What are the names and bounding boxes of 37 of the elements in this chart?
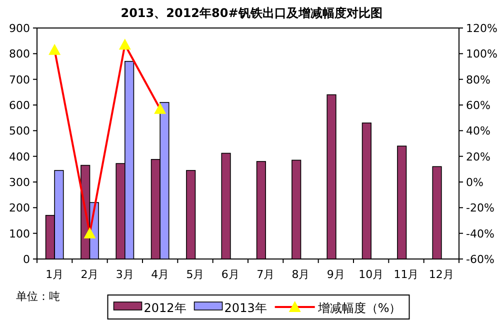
y2-tick-label: 100% <box>466 48 498 61</box>
text: 单位：吨 <box>16 290 60 303</box>
y2-tick-label: -20% <box>466 202 494 215</box>
x-tick-label: 8月 <box>292 268 310 281</box>
x-tick-label: 9月 <box>326 268 345 281</box>
y2-tick-label: 80% <box>466 73 490 86</box>
y-tick-label: 400 <box>9 150 30 164</box>
y2-tick-label: -40% <box>466 227 494 240</box>
legend-label: 2013年 <box>224 301 267 315</box>
x-tick-label: 7月 <box>256 268 275 281</box>
x-tick-label: 4月 <box>151 268 170 281</box>
legend-label: 2012年 <box>144 301 186 315</box>
y-tick-label: 900 <box>9 22 30 35</box>
y2-tick-label: -60% <box>466 253 494 266</box>
x-tick-label: 1月 <box>46 268 64 281</box>
x-tick-label: 2月 <box>80 268 99 281</box>
y-tick-label: 500 <box>9 124 30 138</box>
y-tick-label: 700 <box>9 73 30 86</box>
y-tick-label: 0 <box>23 253 30 266</box>
x-tick-label: 12月 <box>428 268 454 281</box>
legend-label: 增减幅度（%） <box>316 301 402 315</box>
y2-tick-label: 20% <box>466 150 490 164</box>
x-tick-label: 10月 <box>358 268 384 281</box>
y2-tick-label: 120% <box>466 22 498 35</box>
y2-tick-label: 40% <box>466 124 490 138</box>
chart-title: 2013、2012年80#钒铁出口及增减幅度对比图 <box>120 6 382 20</box>
y2-tick-label: 0% <box>466 176 484 189</box>
x-tick-label: 6月 <box>221 268 240 281</box>
x-tick-label: 5月 <box>186 268 204 281</box>
y-tick-label: 800 <box>9 48 30 61</box>
y-tick-label: 100 <box>9 227 30 240</box>
y-tick-label: 600 <box>9 99 30 112</box>
x-tick-label: 11月 <box>394 268 419 281</box>
y-tick-label: 300 <box>9 176 30 189</box>
y2-tick-label: 60% <box>466 99 490 112</box>
y-tick-label: 200 <box>9 202 30 215</box>
x-tick-label: 3月 <box>116 268 134 281</box>
